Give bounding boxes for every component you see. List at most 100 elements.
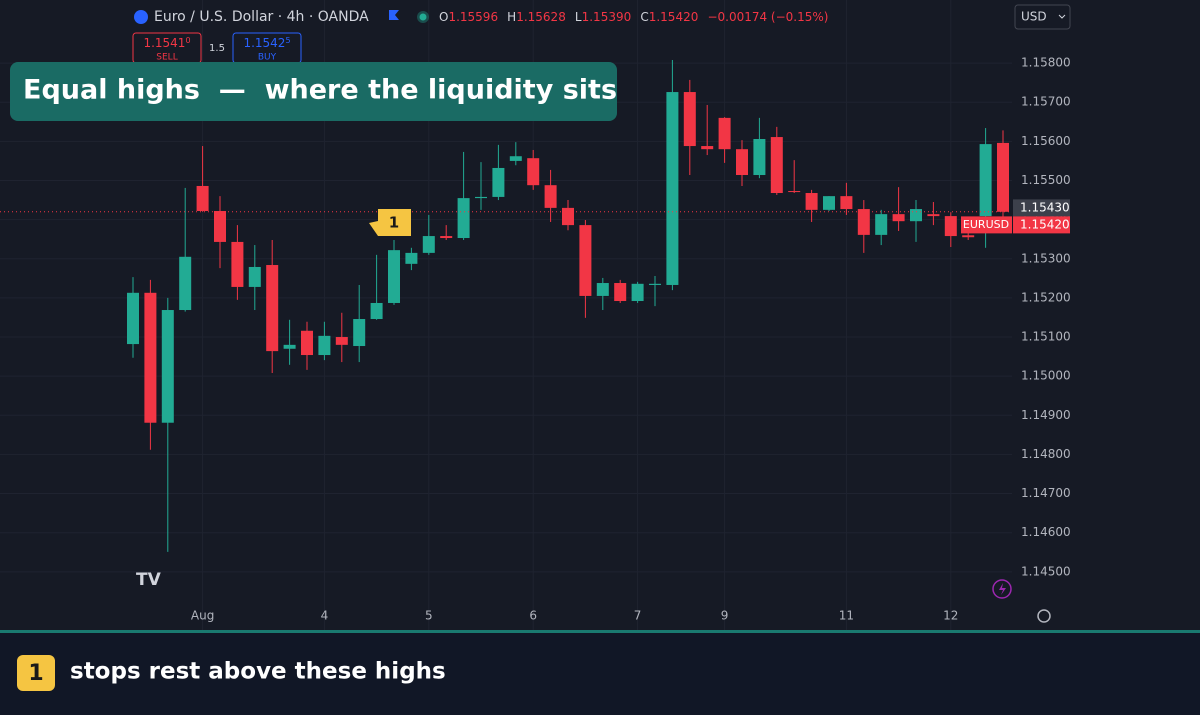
candle-body <box>962 235 975 238</box>
sell-price-sup: 0 <box>185 36 190 45</box>
ohlc-value: 1.15628 <box>516 10 566 24</box>
annotation-title: Equal highs — where the liquidity sits <box>23 75 617 106</box>
candle-body <box>666 92 679 285</box>
candle-body <box>335 337 348 345</box>
candle-body <box>527 158 540 186</box>
y-tick-label: 1.15000 <box>1021 369 1071 383</box>
candle-body <box>875 214 888 235</box>
x-tick-label: 9 <box>721 609 729 623</box>
currency: USD <box>1021 10 1047 24</box>
candle-body <box>649 283 661 285</box>
footer <box>0 632 1200 715</box>
marker-label: 1 <box>389 214 399 232</box>
candle-body <box>979 144 992 217</box>
candle-body <box>492 167 505 197</box>
candle-body <box>144 292 157 423</box>
x-tick-label: Aug <box>191 609 214 623</box>
y-tick-label: 1.15100 <box>1021 330 1071 344</box>
axis: 1.158001.157001.156001.155001.154001.153… <box>0 56 1071 623</box>
candle-body <box>266 265 279 352</box>
ohlc: O1.15596 H1.15628 L1.15390 C1.15420 −0.0… <box>439 7 828 26</box>
candle-body <box>631 283 644 302</box>
candle-body <box>353 319 366 347</box>
lightning-icon[interactable] <box>992 579 1012 599</box>
candle-body <box>544 185 557 208</box>
candle-body <box>770 137 783 194</box>
y-tick-label: 1.15700 <box>1021 95 1071 109</box>
candle-body <box>457 198 470 239</box>
symbol-label: EURUSD <box>963 218 1009 231</box>
sell-price-main: 1.1541 <box>143 36 185 50</box>
symbol-icon <box>134 10 148 24</box>
candle-body <box>857 209 870 235</box>
candle-body <box>509 156 522 161</box>
y-tick-label: 1.15600 <box>1021 134 1071 148</box>
ohlc-value: 1.15390 <box>582 10 632 24</box>
candle-body <box>422 236 435 253</box>
y-tick-label: 1.15300 <box>1021 251 1071 265</box>
candle-body <box>318 335 331 356</box>
buy-price: 1.15425 <box>243 36 290 50</box>
x-tick-label: 4 <box>321 609 329 623</box>
y-tick-label: 1.14600 <box>1021 525 1071 539</box>
ohlc-key: H <box>507 10 516 24</box>
candle-body <box>179 256 192 311</box>
candle-body <box>840 196 853 210</box>
candle-body <box>823 196 835 210</box>
candle-body <box>405 252 418 264</box>
candle-body <box>562 207 574 226</box>
candle-body <box>388 250 400 303</box>
y-tick-label: 1.15500 <box>1021 173 1071 187</box>
y-tick-label: 1.14500 <box>1021 564 1071 578</box>
candle-body <box>475 196 487 199</box>
status-dot <box>419 13 427 21</box>
buy-price-main: 1.1542 <box>243 36 285 50</box>
buy-price-sup: 5 <box>285 36 290 45</box>
sell-label: SELL <box>156 53 177 63</box>
price-tag <box>1013 216 1070 234</box>
y-tick-label: 1.14800 <box>1021 447 1071 461</box>
candle-body <box>596 283 609 296</box>
candle-body <box>997 142 1009 212</box>
y-tick-label: 1.15800 <box>1021 56 1071 70</box>
x-tick-label: 7 <box>634 609 642 623</box>
x-tick-label: 12 <box>943 609 958 623</box>
ohlc-key: O <box>439 10 448 24</box>
candle-body <box>927 214 940 217</box>
buy-label: BUY <box>258 53 277 63</box>
candles <box>127 59 1009 552</box>
candle-body <box>231 241 244 287</box>
x-tick-label: 5 <box>425 609 433 623</box>
price-tag-label: 1.15420 <box>1020 217 1070 231</box>
candle-body <box>440 236 453 239</box>
symbol-tag <box>961 216 1012 234</box>
candle-body <box>248 266 261 287</box>
currency-select[interactable] <box>1014 4 1071 30</box>
candle-body <box>683 92 696 147</box>
candle-body <box>753 139 766 176</box>
candle-body <box>944 216 957 237</box>
candle-body <box>910 209 922 222</box>
symbol-title: Euro / U.S. Dollar · 4h · OANDA <box>154 9 369 25</box>
ohlc-value: 1.15420 <box>649 10 699 24</box>
candle-body <box>214 211 226 242</box>
spread: 1.5 <box>209 43 225 54</box>
candle-body <box>370 302 383 320</box>
sell-price: 1.15410 <box>143 36 190 50</box>
candle-body <box>579 225 592 296</box>
footer-text: stops rest above these highs <box>70 659 446 685</box>
candle-body <box>283 344 296 349</box>
candle-body <box>161 310 174 423</box>
ohlc-change: −0.00174 (−0.15%) <box>707 10 828 24</box>
logo: TV <box>136 570 162 590</box>
ohlc-value: 1.15596 <box>448 10 498 24</box>
price-tag <box>1013 199 1070 217</box>
candle-body <box>805 193 818 210</box>
candle-body <box>614 283 627 302</box>
lightning-bolt <box>999 583 1006 595</box>
chevron <box>1058 14 1066 19</box>
candle-body <box>788 191 801 193</box>
settings-icon[interactable] <box>1037 609 1051 623</box>
ohlc-key: C <box>640 10 648 24</box>
